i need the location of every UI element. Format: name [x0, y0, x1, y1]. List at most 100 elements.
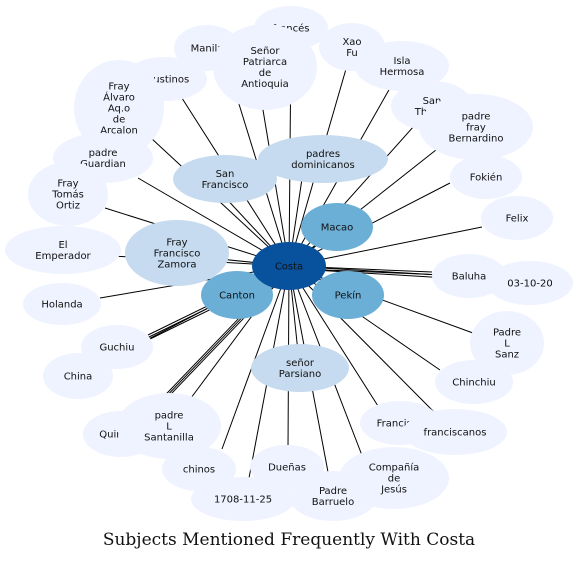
node-label-fray-tomas-ortiz: Ortiz	[56, 201, 80, 212]
node-bubble-padre-fray-bernardino	[419, 94, 533, 160]
node-bubble-padres-dominicanos	[258, 135, 388, 183]
node-label-fray-francisco-zamora: Zamora	[157, 260, 196, 271]
node-label-senor-parsiano: Parsiano	[279, 369, 321, 380]
node-macao: Macao	[301, 203, 373, 251]
node-bubble-chinchiu	[435, 360, 513, 404]
node-label-fray-alvaro: Arcalon	[100, 126, 138, 137]
node-bubble-date-03-10-20	[487, 261, 573, 305]
node-bubble-holanda	[23, 283, 101, 325]
node-label-manila: Manila	[191, 44, 224, 55]
node-label-baluha: Baluha	[452, 272, 487, 283]
node-label-senor-parsiano: señor	[286, 358, 315, 369]
node-pekin: Pekín	[312, 271, 384, 319]
node-bubble-macao	[301, 203, 373, 251]
node-label-costa: Costa	[275, 262, 303, 273]
node-label-padre-barruelo: Barruelo	[312, 497, 354, 508]
node-bubble-fray-tomas-ortiz	[28, 162, 108, 226]
node-bubble-date-1708-11-25	[191, 477, 295, 521]
node-label-date-03-10-20: 03-10-20	[507, 279, 552, 290]
node-label-fray-francisco-zamora: Fray	[166, 238, 187, 249]
node-label-xao-fu: Fu	[346, 48, 358, 59]
node-label-senor-patriarca: Antioquia	[241, 79, 289, 90]
node-label-date-1708-11-25: 1708-11-25	[214, 495, 272, 506]
node-canton: Canton	[201, 271, 273, 319]
edge-costa-francisco	[288, 265, 379, 407]
node-label-fray-alvaro: Álvaro	[103, 91, 135, 104]
node-label-padre-fray-bernardino: fray	[466, 123, 486, 134]
node-label-senor-patriarca: Señor	[250, 46, 280, 57]
node-label-fray-tomas-ortiz: Tomás	[51, 189, 84, 201]
node-holanda: Holanda	[23, 283, 101, 325]
node-label-el-emperador: El	[58, 240, 67, 251]
node-label-padre-l-santanilla: padre	[155, 411, 184, 422]
node-label-padre-l-santanilla: L	[166, 422, 172, 433]
node-label-padre-l-sanz: L	[504, 339, 510, 350]
node-label-isla-hermosa: Hermosa	[380, 67, 425, 78]
node-bubble-china	[43, 353, 113, 399]
node-bubble-costa	[252, 242, 326, 290]
node-bubble-fokien	[450, 155, 522, 199]
node-bubble-pekin	[312, 271, 384, 319]
node-label-padres-dominicanos: dominicanos	[291, 160, 354, 171]
node-costa: Costa	[252, 242, 326, 290]
node-bubble-padre-l-santanilla	[117, 393, 221, 459]
node-label-fray-francisco-zamora: Francisco	[154, 249, 201, 260]
node-label-padre-l-santanilla: Santanilla	[144, 433, 194, 444]
node-bubble-canton	[201, 271, 273, 319]
node-label-padre-fray-bernardino: Bernardino	[449, 134, 504, 145]
node-label-fray-tomas-ortiz: Fray	[57, 179, 78, 190]
node-label-xao-fu: Xao	[342, 37, 361, 48]
node-bubble-felix	[481, 196, 553, 240]
node-bubble-padre-l-sanz	[470, 311, 544, 375]
node-label-franciscanos: franciscanos	[424, 428, 487, 439]
node-bubble-senor-patriarca	[213, 24, 317, 110]
node-date-03-10-20: 03-10-20	[487, 261, 573, 305]
node-bubble-fray-francisco-zamora	[125, 220, 229, 286]
node-label-francisco: Francisco	[377, 419, 424, 430]
node-franciscanos: franciscanos	[403, 409, 507, 455]
node-label-padres-dominicanos: padres	[306, 149, 340, 160]
node-label-senor-patriarca: Patriarca	[243, 57, 287, 68]
node-chinchiu: Chinchiu	[435, 360, 513, 404]
edge-costa-padre-fray-bernardino	[288, 145, 442, 267]
node-label-padre-l-sanz: Padre	[493, 328, 521, 339]
node-date-1708-11-25: 1708-11-25	[191, 477, 295, 521]
node-bubble-senor-parsiano	[251, 344, 349, 392]
node-label-compania-de-jesus: Compañía	[369, 462, 420, 474]
edge-costa-padre-l-santanilla	[190, 265, 290, 399]
node-label-pekin: Pekín	[335, 290, 362, 302]
node-bubble-fray-alvaro	[74, 60, 164, 156]
node-bubble-el-emperador	[5, 226, 121, 274]
node-label-padre-l-sanz: Sanz	[495, 350, 519, 361]
node-bubble-padre-barruelo	[289, 471, 377, 521]
node-label-padre-guardian: Guardian	[80, 159, 126, 170]
node-label-macao: Macao	[321, 223, 354, 234]
node-bubble-isla-hermosa	[355, 41, 449, 91]
node-label-compania-de-jesus: Jesús	[380, 484, 407, 496]
node-label-holanda: Holanda	[41, 300, 82, 311]
node-label-el-emperador: Emperador	[35, 251, 91, 262]
node-label-compania-de-jesus: de	[388, 474, 401, 485]
node-label-chinos: chinos	[183, 465, 215, 476]
node-bubble-baluha	[432, 254, 506, 298]
node-fokien: Fokién	[450, 155, 522, 199]
node-baluha: Baluha	[432, 254, 506, 298]
node-label-fokien: Fokién	[470, 172, 503, 184]
edge-costa-chinos	[221, 265, 290, 450]
node-label-san-francisco: San	[216, 169, 235, 180]
node-label-senor-patriarca: de	[259, 68, 272, 79]
node-felix: Felix	[481, 196, 553, 240]
node-bubble-san-francisco	[173, 155, 277, 203]
node-label-isla-hermosa: Isla	[393, 56, 410, 67]
node-label-san-thome: San	[423, 96, 442, 107]
